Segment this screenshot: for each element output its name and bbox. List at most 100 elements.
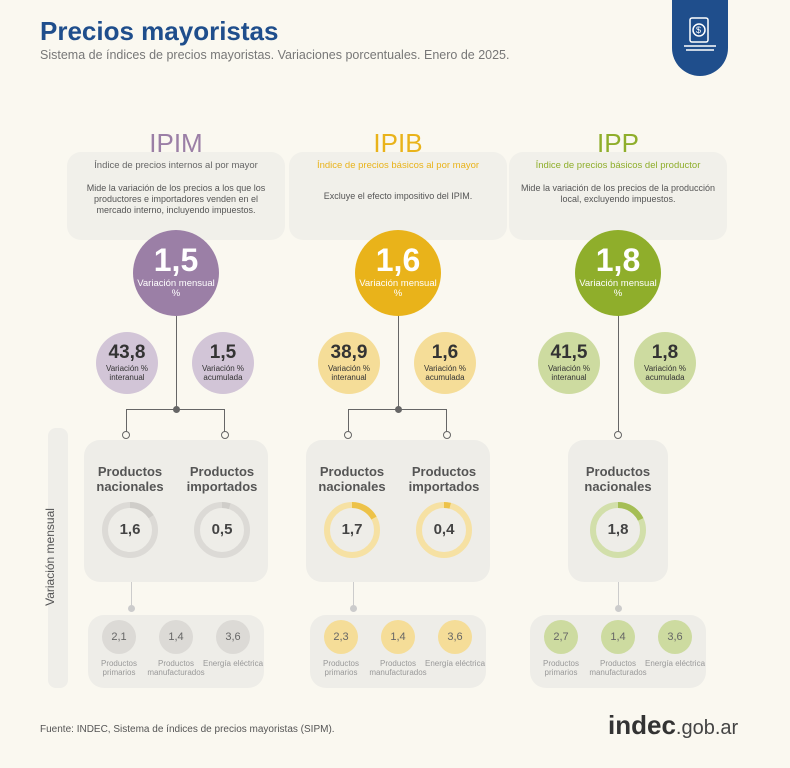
breakdown-label: Productos primarios xyxy=(100,659,138,677)
connector xyxy=(446,409,447,433)
index-full-name: Índice de precios internos al por mayor xyxy=(94,160,258,171)
breakdown-value: 2,7 xyxy=(544,620,578,654)
product-value: 1,7 xyxy=(341,521,363,538)
product-ring-arc xyxy=(324,502,380,558)
connector xyxy=(397,310,399,410)
index-description: Mide la variación de los precios de la p… xyxy=(520,183,716,204)
connector xyxy=(617,582,619,608)
node-dot xyxy=(395,406,402,413)
breakdown-value: 2,1 xyxy=(102,620,136,654)
monthly-value: 1,6 xyxy=(375,242,421,278)
yearly-value: 41,5 xyxy=(550,342,588,363)
product-ring xyxy=(102,502,158,558)
accumulated-value: 1,6 xyxy=(431,342,459,363)
product-ring-arc xyxy=(102,502,158,558)
product-label: Productos importados xyxy=(186,464,258,494)
product-ring xyxy=(590,502,646,558)
yearly-value: 43,8 xyxy=(108,342,146,363)
product-ring-arc xyxy=(590,502,646,558)
product-label: Productos nacionales xyxy=(96,464,164,494)
node-dot xyxy=(128,605,135,612)
product-ring xyxy=(324,502,380,558)
indec-logo: indec.gob.ar xyxy=(608,710,739,740)
yearly-label: Variación % interanual xyxy=(547,364,591,382)
node-dot xyxy=(122,431,130,439)
product-ring xyxy=(416,502,472,558)
node-dot xyxy=(615,605,622,612)
accumulated-label: Variación % acumulada xyxy=(643,364,687,382)
index-description-card: Índice de precios básicos del productor M… xyxy=(509,152,727,240)
accumulated-variation-circle: 1,8 Variación % acumulada xyxy=(634,332,696,394)
yearly-label: Variación % interanual xyxy=(105,364,149,382)
yearly-variation-circle: 41,5 Variación % interanual xyxy=(538,332,600,394)
product-value: 1,8 xyxy=(607,521,629,538)
index-description-card: Índice de precios básicos al por mayor Ex… xyxy=(289,152,507,240)
product-label: Productos nacionales xyxy=(584,464,652,494)
accumulated-label: Variación % acumulada xyxy=(201,364,245,382)
node-dot xyxy=(443,431,451,439)
breakdown-label: Productos primarios xyxy=(322,659,360,677)
monthly-variation-circle: 1,6 Variación mensual % xyxy=(355,230,441,316)
yearly-label: Variación % interanual xyxy=(327,364,371,382)
product-value: 1,6 xyxy=(119,521,141,538)
node-dot xyxy=(350,605,357,612)
page-subtitle: Sistema de índices de precios mayoristas… xyxy=(40,48,510,62)
accumulated-value: 1,5 xyxy=(209,342,237,363)
breakdown-value: 3,6 xyxy=(438,620,472,654)
breakdown-label: Productos primarios xyxy=(542,659,580,677)
breakdown-label: Energía eléctrica xyxy=(424,659,486,668)
connector xyxy=(617,409,619,433)
products-panel xyxy=(568,440,668,582)
breakdown-label: Energía eléctrica xyxy=(202,659,264,668)
breakdown-label: Productos manufacturados xyxy=(147,659,205,677)
product-ring xyxy=(194,502,250,558)
side-panel xyxy=(48,428,68,688)
product-ring-arc xyxy=(194,502,250,558)
product-ring-arc xyxy=(416,502,472,558)
monthly-label: Variación mensual % xyxy=(359,278,437,299)
breakdown-label: Productos manufacturados xyxy=(369,659,427,677)
price-tag-document-icon: $ xyxy=(684,17,716,51)
connector xyxy=(130,582,132,608)
breakdown-value: 3,6 xyxy=(216,620,250,654)
index-description: Excluye el efecto impositivo del IPIM. xyxy=(323,191,473,201)
connector xyxy=(224,409,225,433)
monthly-label: Variación mensual % xyxy=(137,278,215,299)
breakdown-value: 1,4 xyxy=(381,620,415,654)
node-dot xyxy=(221,431,229,439)
monthly-value: 1,8 xyxy=(595,242,641,278)
header-badge: $ xyxy=(672,0,728,76)
monthly-variation-circle: 1,5 Variación mensual % xyxy=(133,230,219,316)
monthly-label: Variación mensual % xyxy=(579,278,657,299)
product-value: 0,5 xyxy=(211,521,233,538)
connector xyxy=(352,582,354,608)
accumulated-value: 1,8 xyxy=(651,342,679,363)
connector xyxy=(617,310,619,410)
breakdown-value: 1,4 xyxy=(159,620,193,654)
index-full-name: Índice de precios básicos al por mayor xyxy=(316,160,480,171)
index-description-card: Índice de precios internos al por mayor M… xyxy=(67,152,285,240)
node-dot xyxy=(614,431,622,439)
yearly-variation-circle: 43,8 Variación % interanual xyxy=(96,332,158,394)
connector xyxy=(348,409,349,433)
monthly-value: 1,5 xyxy=(153,242,199,278)
node-dot xyxy=(344,431,352,439)
monthly-variation-circle: 1,8 Variación mensual % xyxy=(575,230,661,316)
index-full-name: Índice de precios básicos del productor xyxy=(535,160,701,171)
product-label: Productos importados xyxy=(408,464,480,494)
accumulated-label: Variación % acumulada xyxy=(423,364,467,382)
breakdown-value: 1,4 xyxy=(601,620,635,654)
svg-text:$: $ xyxy=(696,25,701,35)
product-label: Productos nacionales xyxy=(318,464,386,494)
yearly-variation-circle: 38,9 Variación % interanual xyxy=(318,332,380,394)
side-label: Variación mensual xyxy=(43,508,57,606)
page-title: Precios mayoristas xyxy=(40,16,279,46)
connector xyxy=(175,310,177,410)
connector xyxy=(126,409,127,433)
index-description: Mide la variación de los precios a los q… xyxy=(86,183,266,215)
breakdown-value: 2,3 xyxy=(324,620,358,654)
node-dot xyxy=(173,406,180,413)
breakdown-label: Productos manufacturados xyxy=(589,659,647,677)
accumulated-variation-circle: 1,6 Variación % acumulada xyxy=(414,332,476,394)
breakdown-value: 3,6 xyxy=(658,620,692,654)
